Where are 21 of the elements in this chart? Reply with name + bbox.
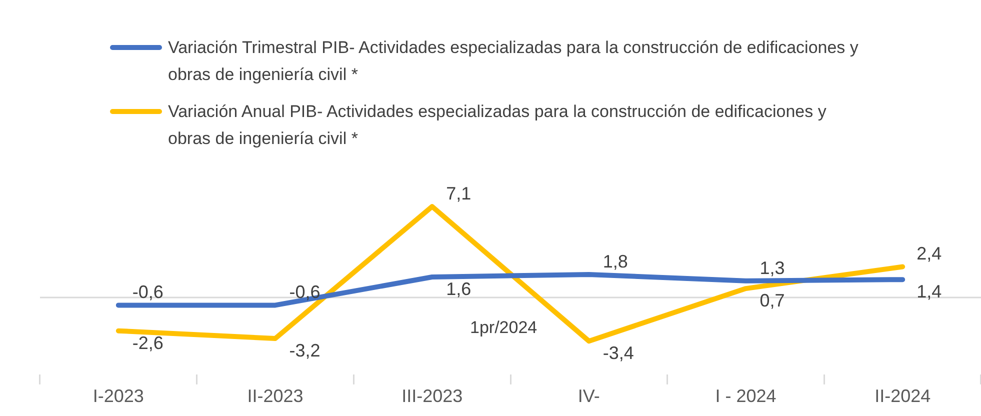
- data-label: 1,4: [916, 282, 942, 302]
- data-label: -3,2: [289, 340, 320, 360]
- data-label: -2,6: [132, 332, 164, 353]
- data-label: 1,3: [760, 258, 785, 278]
- data-label: 1,8: [602, 251, 628, 272]
- x-tick-label: II-2024: [874, 386, 931, 406]
- data-label: 1,6: [446, 278, 472, 299]
- x-tick-label: II-2023: [247, 386, 304, 406]
- x-tick-label: I-2023: [92, 386, 144, 406]
- x-tick-label: IV-: [578, 386, 600, 406]
- data-label: 7,1: [446, 184, 472, 204]
- legend-label: Variación Anual PIB- Actividades especializadas para la construcción de edificaciones y obras de ingeniería civil *: [168, 101, 828, 150]
- x-tick-label: I - 2024: [715, 386, 776, 406]
- data-label: 0,7: [760, 290, 785, 311]
- data-label: -0,6: [289, 282, 320, 302]
- data-label: 2,4: [916, 244, 942, 264]
- data-label: -3,4: [602, 343, 634, 364]
- x-tick-label: III-2023: [402, 386, 463, 406]
- legend-label: Variación Trimestral PIB- Actividades especializadas para la construcción de edificaciones y obras de ingeniería civil *: [168, 37, 860, 86]
- annotation: 1pr/2024: [470, 318, 538, 338]
- data-label: -0,6: [132, 282, 164, 302]
